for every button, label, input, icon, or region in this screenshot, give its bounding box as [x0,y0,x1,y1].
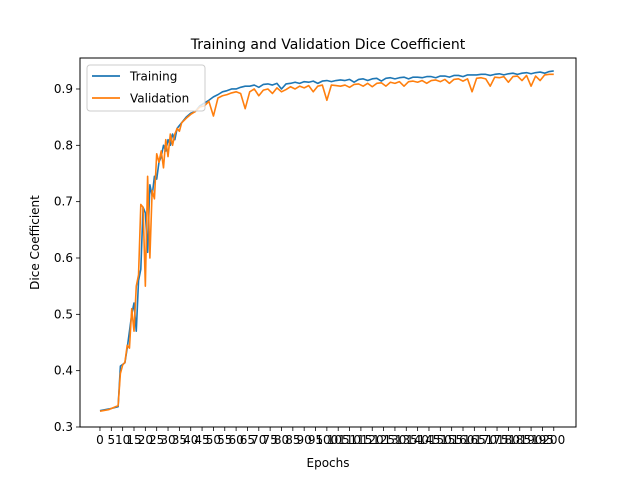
x-axis-ticks: 0 5 10152025303540455055606570758085909510… [96,427,565,447]
x-tick-label: 195 [531,433,554,447]
y-tick-label: 0.9 [54,82,73,96]
x-tick-label: 45 [194,433,209,447]
x-tick-label: 145 [418,433,441,447]
x-tick-label: 65 [240,433,255,447]
y-tick-label: 0.3 [54,420,73,434]
x-tick-label: 40 [183,433,198,447]
chart-title: Training and Validation Dice Coefficient [190,37,466,53]
x-tick-label: 95 [308,433,323,447]
x-tick-label: 180 [497,433,520,447]
x-tick-label: 170 [474,433,497,447]
x-tick-label: 55 [217,433,232,447]
x-tick-label: 155 [440,433,463,447]
y-tick-label: 0.7 [54,195,73,209]
x-tick-label: 190 [520,433,543,447]
x-tick-label: 70 [251,433,266,447]
x-tick-label: 85 [285,433,300,447]
y-tick-label: 0.8 [54,138,73,152]
y-tick-label: 0.6 [54,251,73,265]
x-tick-label: 140 [406,433,429,447]
x-tick-label: 15 [126,433,141,447]
legend-label-validation: Validation [130,92,189,106]
x-tick-label: 60 [228,433,243,447]
x-tick-label: 10 [115,433,130,447]
y-axis-label: Dice Coefficient [28,195,42,290]
y-tick-label: 0.4 [54,364,73,378]
x-axis-label: Epochs [307,456,350,470]
x-tick-label: 135 [395,433,418,447]
x-tick-label: 165 [463,433,486,447]
x-tick-label: 75 [263,433,278,447]
x-tick-label: 110 [338,433,361,447]
plot-area [99,70,554,413]
x-tick-label: 175 [486,433,509,447]
plot-frame [79,57,577,428]
series-line-validation [99,73,554,413]
x-tick-label: 115 [349,433,372,447]
x-tick-label: 200 [542,433,565,447]
x-tick-label: 90 [297,433,312,447]
x-tick-label: 50 [206,433,221,447]
x-tick-label: 185 [508,433,531,447]
x-tick-label: 125 [372,433,395,447]
x-tick-label: 80 [274,433,289,447]
x-tick-label: 5 [107,433,115,447]
y-tick-label: 0.5 [54,307,73,321]
x-tick-label: 30 [160,433,175,447]
x-tick-label: 105 [327,433,350,447]
x-tick-label: 120 [361,433,384,447]
y-axis-ticks: 0.3 0.4 0.5 0.6 0.7 0.8 0.9 [54,82,80,434]
x-tick-label: 100 [315,433,338,447]
legend-label-training: Training [129,70,177,84]
x-tick-label: 20 [138,433,153,447]
x-tick-label: 35 [172,433,187,447]
x-tick-label: 25 [149,433,164,447]
x-tick-label: 160 [452,433,475,447]
x-tick-label: 150 [429,433,452,447]
x-tick-label: 130 [383,433,406,447]
x-tick-label: 0 [96,433,104,447]
legend: Training Validation [86,64,206,112]
